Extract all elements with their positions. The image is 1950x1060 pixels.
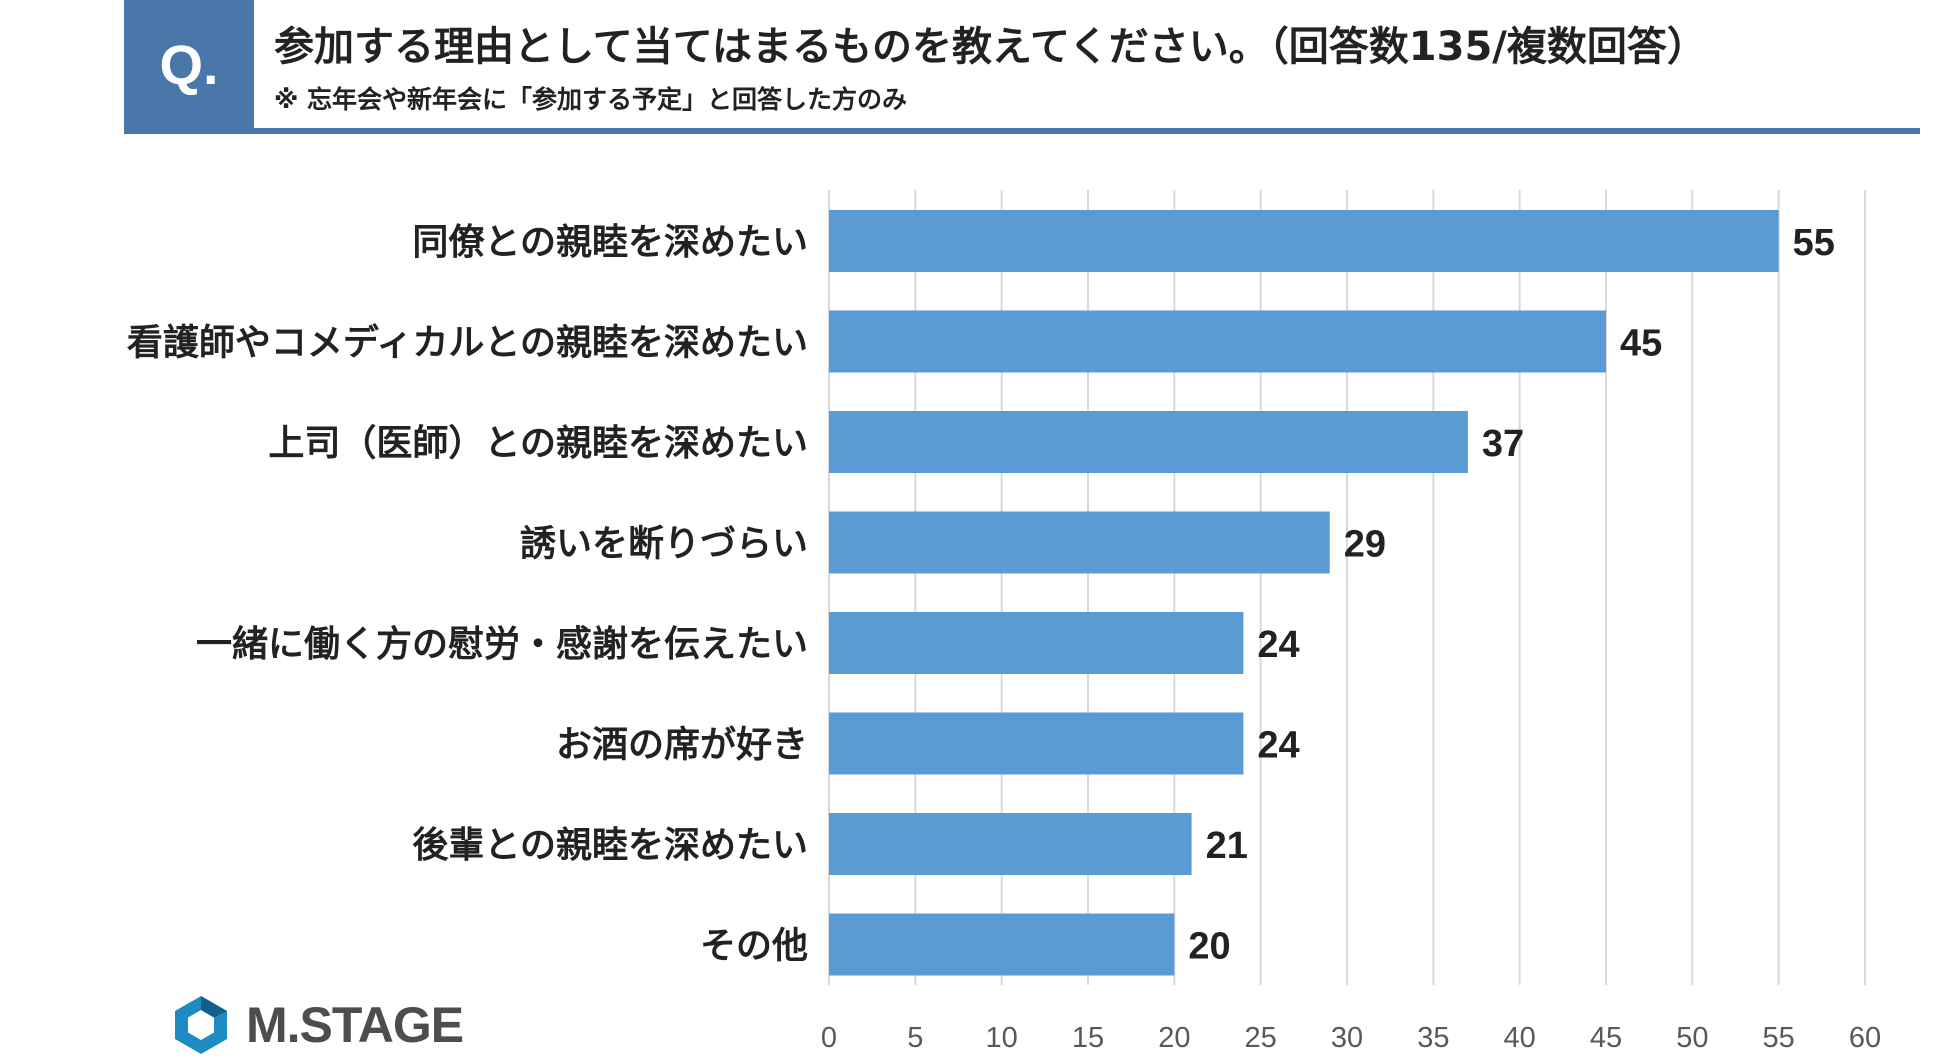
- category-label: お酒の席が好き: [556, 725, 808, 766]
- value-label: 21: [1206, 825, 1248, 867]
- question-title: 参加する理由として当てはまるものを教えてください。（回答数135/複数回答）: [274, 24, 1707, 70]
- x-tick-label: 15: [1072, 1022, 1104, 1052]
- x-tick-label: 0: [821, 1022, 837, 1052]
- category-label: 看護師やコメディカルとの親睦を深めたい: [127, 322, 808, 364]
- x-tick-label: 20: [1158, 1022, 1190, 1052]
- x-tick-label: 30: [1331, 1022, 1363, 1052]
- bar: [829, 712, 1244, 775]
- bars: [829, 210, 1779, 976]
- category-labels: 同僚との親睦を深めたい看護師やコメディカルとの親睦を深めたい上司（医師）との親睦…: [127, 222, 808, 967]
- x-tick-label: 25: [1245, 1022, 1277, 1052]
- value-labels: 55 45 37 29 24 24 21 20: [1188, 222, 1835, 968]
- bar: [829, 210, 1779, 272]
- value-label: 45: [1620, 323, 1662, 365]
- bar: [829, 411, 1468, 473]
- category-label: 上司（医師）との親睦を深めたい: [268, 423, 808, 464]
- hexagon-logo-icon: [175, 996, 227, 1054]
- question-subtitle: ※ 忘年会や新年会に「参加する予定」と回答した方のみ: [274, 85, 908, 114]
- brand-logo: M.STAGE: [170, 990, 464, 1060]
- category-label: 同僚との親睦を深めたい: [412, 222, 808, 263]
- x-tick-label: 50: [1676, 1022, 1708, 1052]
- x-tick-label: 10: [986, 1022, 1018, 1052]
- value-label: 24: [1257, 725, 1299, 767]
- header-rule: [124, 128, 1920, 134]
- value-label: 29: [1344, 524, 1386, 566]
- brand-logo-text: M.STAGE: [246, 997, 464, 1053]
- bar: [829, 813, 1192, 875]
- x-tick-label: 35: [1417, 1022, 1449, 1052]
- bar: [829, 511, 1330, 574]
- x-tick-label: 5: [907, 1022, 923, 1052]
- x-tick-label: 60: [1849, 1022, 1881, 1052]
- question-header: Q. 参加する理由として当てはまるものを教えてください。（回答数135/複数回答…: [124, 0, 1920, 134]
- category-label: その他: [700, 926, 808, 967]
- x-tick-labels: 0 5 10 15 20 25 30 35 40 45 50 55 60: [821, 1022, 1881, 1052]
- value-label: 20: [1188, 926, 1230, 968]
- x-tick-label: 40: [1504, 1022, 1536, 1052]
- value-label: 24: [1257, 624, 1299, 666]
- value-label: 37: [1482, 423, 1524, 465]
- category-label: 一緒に働く方の慰労・感謝を伝えたい: [196, 624, 808, 665]
- bar: [829, 612, 1244, 674]
- bar: [829, 913, 1175, 976]
- value-label: 55: [1793, 222, 1835, 264]
- x-tick-label: 55: [1763, 1022, 1795, 1052]
- category-label: 後輩との親睦を深めたい: [412, 825, 808, 866]
- bar: [829, 310, 1606, 373]
- question-badge: Q.: [124, 0, 254, 128]
- category-label: 誘いを断りづらい: [520, 524, 808, 565]
- x-tick-label: 45: [1590, 1022, 1622, 1052]
